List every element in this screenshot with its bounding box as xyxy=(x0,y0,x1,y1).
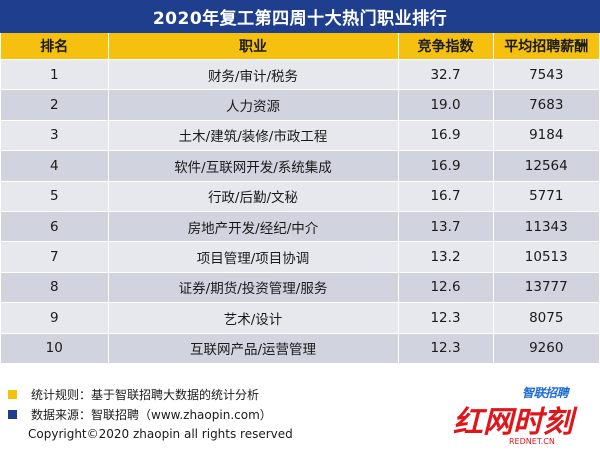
cell-competition-index: 12.3 xyxy=(397,302,493,334)
table-row: 10 互联网产品/运营管理 12.3 9260 xyxy=(1,332,599,363)
cell-rank: 3 xyxy=(1,119,108,151)
cell-occupation: 房地产开发/经纪/中介 xyxy=(107,210,398,242)
cell-rank: 9 xyxy=(1,302,108,334)
cell-occupation: 互联网产品/运营管理 xyxy=(107,332,398,363)
cell-occupation: 证券/期货/投资管理/服务 xyxy=(107,271,398,303)
rednet-logo: 红网时刻 REDNET.CN xyxy=(453,405,578,446)
table-row: 1 财务/审计/税务 32.7 7543 xyxy=(1,58,599,90)
header-competition-index: 竞争指数 xyxy=(397,33,493,60)
cell-average-salary: 12564 xyxy=(492,150,599,182)
copyright-text: Copyright©2020 zhaopin all rights reserv… xyxy=(28,427,293,441)
table-row: 6 房地产开发/经纪/中介 13.7 11343 xyxy=(1,210,599,242)
cell-average-salary: 9184 xyxy=(492,119,599,151)
stat-rule-text: 统计规则：基于智联招聘大数据的统计分析 xyxy=(31,388,260,402)
cell-rank: 10 xyxy=(1,332,108,363)
cell-rank: 4 xyxy=(1,150,108,182)
table-row: 8 证券/期货/投资管理/服务 12.6 13777 xyxy=(1,271,599,303)
cell-average-salary: 7683 xyxy=(492,89,599,121)
table-header-row: 排名 职业 竞争指数 平均招聘薪酬 xyxy=(1,33,599,60)
cell-occupation: 艺术/设计 xyxy=(107,302,398,334)
cell-average-salary: 10513 xyxy=(492,241,599,273)
cell-occupation: 项目管理/项目协调 xyxy=(107,241,398,273)
cell-competition-index: 13.7 xyxy=(397,210,493,242)
cell-rank: 5 xyxy=(1,180,108,212)
cell-occupation: 土木/建筑/装修/市政工程 xyxy=(107,119,398,151)
header-average-salary: 平均招聘薪酬 xyxy=(492,33,599,60)
zhaopin-logo: 智联招聘 xyxy=(522,386,569,400)
data-source-text: 数据来源：智联招聘（www.zhaopin.com） xyxy=(31,408,272,422)
header-rank: 排名 xyxy=(1,33,108,60)
cell-average-salary: 7543 xyxy=(492,58,599,90)
cell-competition-index: 32.7 xyxy=(397,58,493,90)
data-source-note: 数据来源：智联招聘（www.zhaopin.com） xyxy=(8,406,272,423)
cell-competition-index: 12.6 xyxy=(397,271,493,303)
ranking-table: 排名 职业 竞争指数 平均招聘薪酬 1 财务/审计/税务 32.7 7543 2 人力资源… xyxy=(1,33,599,363)
cell-rank: 6 xyxy=(1,210,108,242)
stat-rule-note: 统计规则：基于智联招聘大数据的统计分析 xyxy=(8,386,259,403)
blue-square-icon xyxy=(8,410,17,419)
table-row: 7 项目管理/项目协调 13.2 10513 xyxy=(1,241,599,273)
cell-competition-index: 16.7 xyxy=(397,180,493,212)
cell-occupation: 行政/后勤/文秘 xyxy=(107,180,398,212)
table-row: 2 人力资源 19.0 7683 xyxy=(1,89,599,121)
cell-rank: 1 xyxy=(1,58,108,90)
rednet-logo-subtext: REDNET.CN xyxy=(509,437,555,446)
cell-competition-index: 13.2 xyxy=(397,241,493,273)
cell-average-salary: 13777 xyxy=(492,271,599,303)
table-row: 5 行政/后勤/文秘 16.7 5771 xyxy=(1,180,599,212)
cell-occupation: 人力资源 xyxy=(107,89,398,121)
table-row: 9 艺术/设计 12.3 8075 xyxy=(1,302,599,334)
rednet-logo-text: 红网时刻 xyxy=(453,405,578,440)
cell-average-salary: 5771 xyxy=(492,180,599,212)
cell-average-salary: 11343 xyxy=(492,210,599,242)
cell-average-salary: 8075 xyxy=(492,302,599,334)
cell-rank: 7 xyxy=(1,241,108,273)
yellow-square-icon xyxy=(8,390,17,399)
cell-average-salary: 9260 xyxy=(492,332,599,363)
cell-rank: 8 xyxy=(1,271,108,303)
cell-competition-index: 12.3 xyxy=(397,332,493,363)
cell-competition-index: 16.9 xyxy=(397,150,493,182)
cell-occupation: 软件/互联网开发/系统集成 xyxy=(107,150,398,182)
table-row: 3 土木/建筑/装修/市政工程 16.9 9184 xyxy=(1,119,599,151)
cell-occupation: 财务/审计/税务 xyxy=(107,58,398,90)
header-occupation: 职业 xyxy=(107,33,398,60)
page-title: 2020年复工第四周十大热门职业排行 xyxy=(0,0,600,33)
table-row: 4 软件/互联网开发/系统集成 16.9 12564 xyxy=(1,150,599,182)
cell-rank: 2 xyxy=(1,89,108,121)
cell-competition-index: 16.9 xyxy=(397,119,493,151)
cell-competition-index: 19.0 xyxy=(397,89,493,121)
